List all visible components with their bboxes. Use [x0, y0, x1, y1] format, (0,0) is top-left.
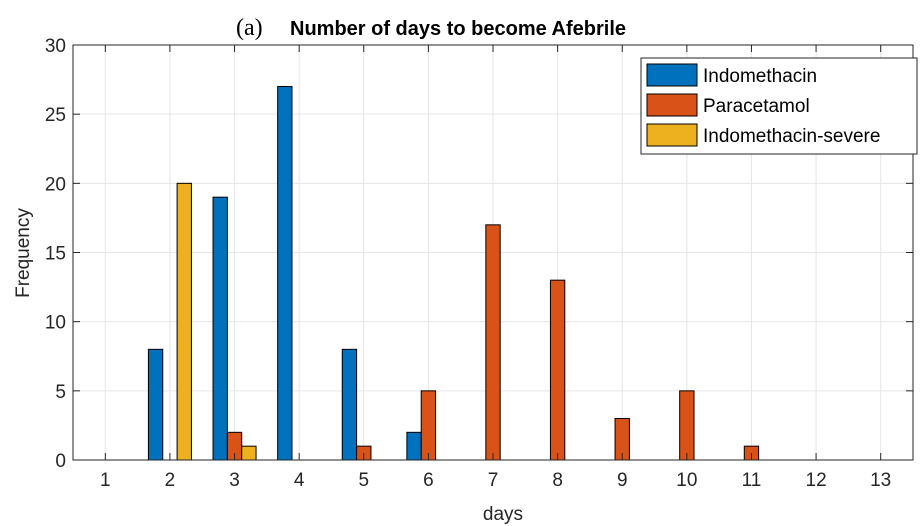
y-tick-label: 5	[55, 382, 66, 403]
x-tick-label: 9	[617, 470, 628, 491]
y-tick-label: 20	[45, 174, 66, 195]
legend: Indomethacin Paracetamol Indomethacin-seve…	[640, 57, 918, 155]
x-tick-label: 5	[358, 470, 369, 491]
bar-paracetamol-8	[549, 279, 566, 461]
y-tick-label: 30	[45, 36, 66, 57]
chart-title: Number of days to become Afebrile	[290, 18, 626, 40]
x-tick-label: 3	[229, 470, 240, 491]
x-tick-label: 13	[870, 470, 891, 491]
y-tick-label: 10	[45, 313, 66, 334]
bar-indomethacin-2	[147, 348, 164, 461]
bar-paracetamol-10	[679, 390, 695, 461]
legend-label: Indomethacin-severe	[703, 126, 880, 147]
legend-label: Indomethacin	[703, 66, 817, 87]
x-tick-label: 1	[100, 470, 111, 491]
y-tick-label: 15	[45, 244, 66, 265]
legend-swatch	[646, 123, 698, 147]
bar-paracetamol-7	[485, 224, 501, 461]
bar-indomethacin-6	[406, 431, 422, 461]
bar-indomethacin-severe-2	[176, 182, 192, 461]
legend-label: Paracetamol	[703, 96, 810, 117]
bar-indomethacin-4	[277, 86, 293, 461]
x-tick-label: 10	[676, 470, 697, 491]
x-tick-label: 8	[552, 470, 563, 491]
panel-label: (a)	[236, 15, 263, 41]
x-tick-label: 6	[423, 470, 434, 491]
x-tick-label: 4	[294, 470, 305, 491]
x-tick-label: 11	[742, 470, 762, 491]
bar-indomethacin-severe-3	[241, 445, 257, 461]
y-tick-label: 25	[45, 105, 66, 126]
x-axis-label: days	[483, 504, 523, 525]
x-tick-label: 12	[806, 470, 827, 491]
y-tick-label: 0	[55, 451, 66, 472]
legend-swatch	[646, 93, 698, 117]
bar-paracetamol-6	[420, 390, 437, 461]
legend-swatch	[646, 63, 698, 87]
bar-indomethacin-5	[341, 348, 358, 461]
y-axis-label: Frequency	[13, 208, 34, 298]
x-tick-label: 7	[488, 470, 499, 491]
x-tick-label: 2	[165, 470, 176, 491]
bar-indomethacin-3	[212, 196, 228, 461]
